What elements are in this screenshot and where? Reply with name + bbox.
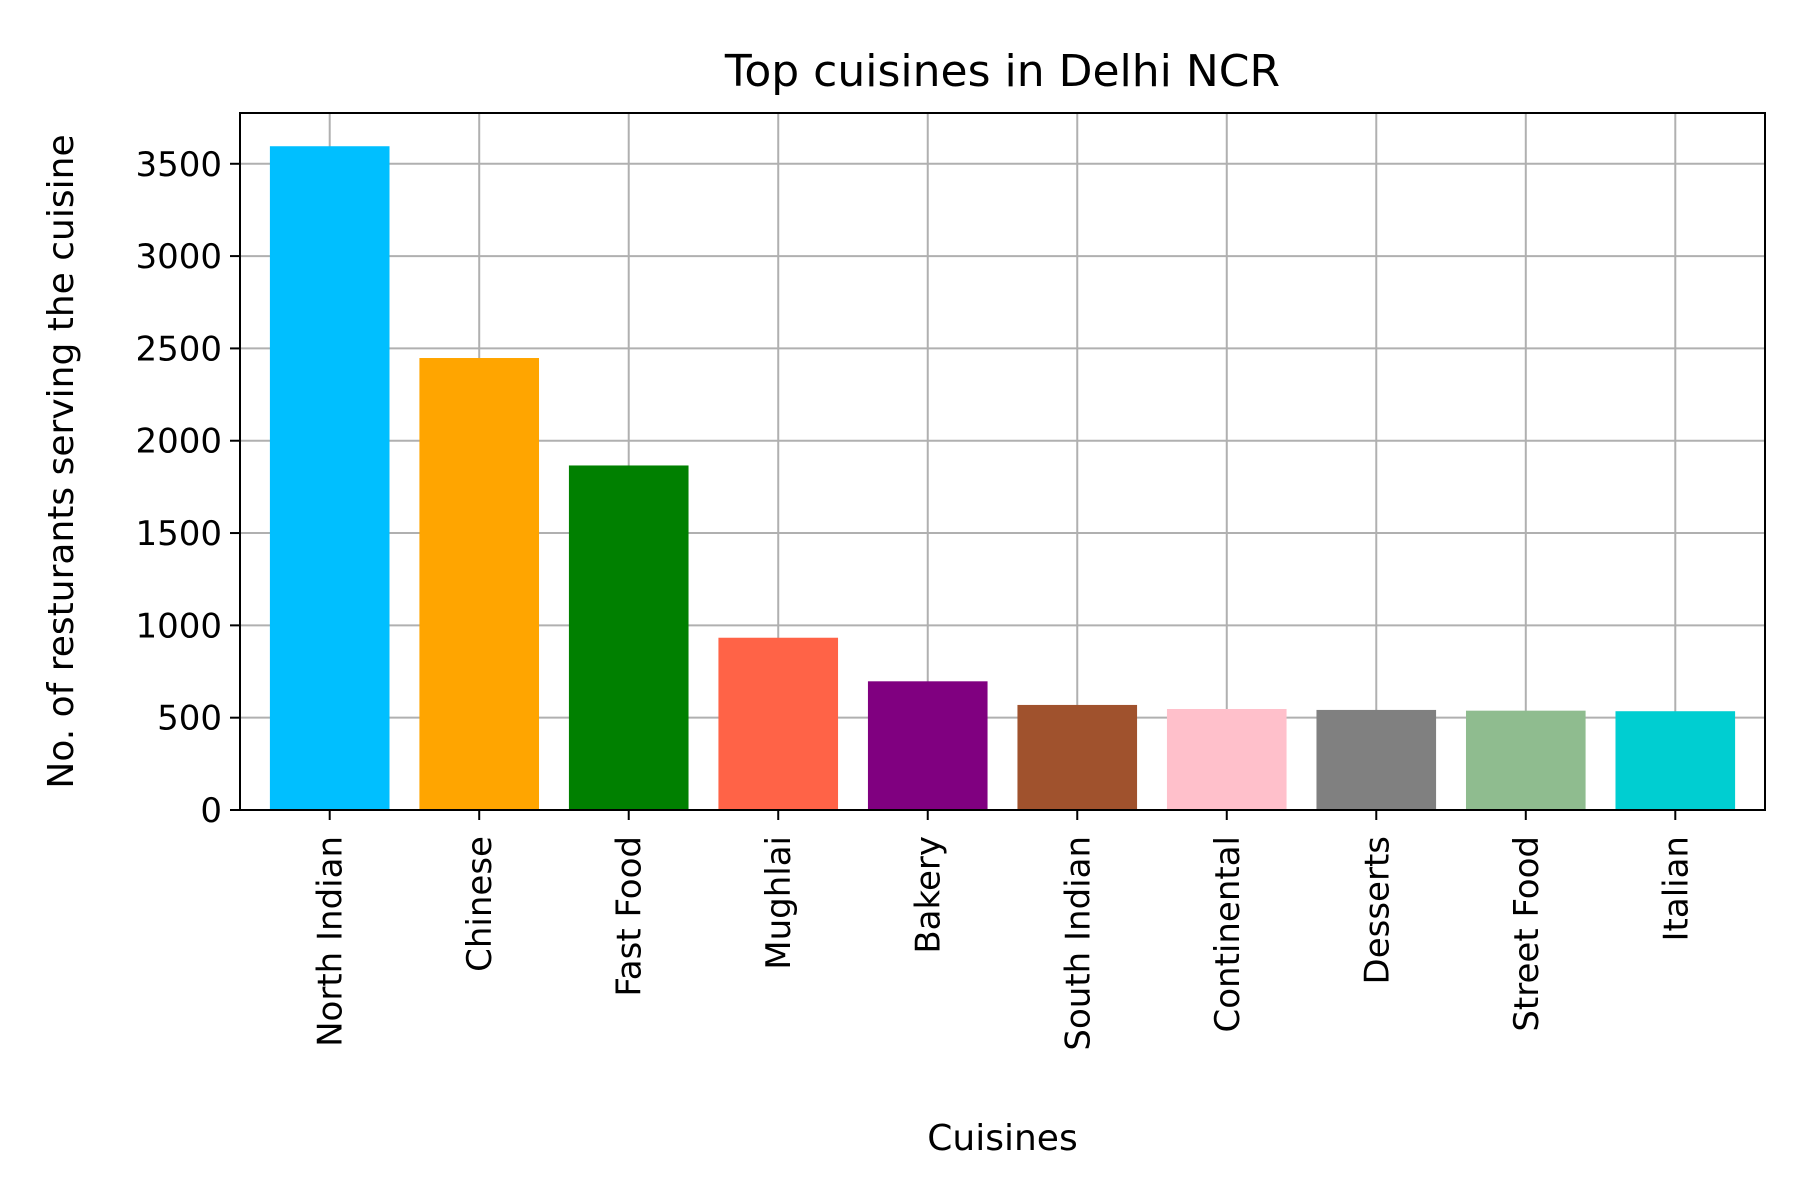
y-tick-label: 3500 (135, 145, 222, 185)
y-tick-label: 1000 (135, 606, 222, 646)
x-tick-label: Desserts (1357, 836, 1397, 984)
x-tick-label: South Indian (1058, 836, 1098, 1051)
x-tick-label: Continental (1208, 836, 1248, 1033)
y-axis: 0 500 1000 1500 2000 2500 3000 3500 (135, 145, 240, 831)
bar-italian (1615, 711, 1736, 810)
x-axis: North Indian Chinese Fast Food Mughlai Baker… (311, 810, 1696, 1051)
x-tick-label: Fast Food (610, 836, 650, 997)
y-tick-label: 2500 (135, 329, 222, 369)
x-tick-label: Bakery (909, 836, 949, 954)
bars-group (269, 146, 1736, 810)
y-tick-label: 0 (200, 791, 222, 831)
bar-north-indian (269, 146, 390, 810)
y-axis-title: No. of resturants serving the cuisine (41, 134, 82, 788)
x-axis-title: Cuisines (927, 1118, 1077, 1159)
x-tick-label: Street Food (1507, 836, 1547, 1032)
x-tick-label: North Indian (311, 836, 351, 1047)
bar-chinese (419, 358, 540, 810)
bar-bakery (867, 681, 988, 810)
y-tick-label: 2000 (135, 422, 222, 462)
bar-desserts (1316, 709, 1437, 810)
chart-title: Top cuisines in Delhi NCR (724, 46, 1280, 97)
x-tick-label: Mughlai (759, 836, 799, 970)
bar-street-food (1465, 710, 1586, 810)
y-tick-label: 3000 (135, 237, 222, 277)
bar-continental (1166, 709, 1287, 810)
bar-mughlai (718, 637, 839, 810)
x-tick-label: Chinese (460, 836, 500, 972)
x-tick-label: Italian (1656, 836, 1696, 941)
plot-area-frame (239, 112, 1766, 811)
bar-south-indian (1017, 704, 1138, 810)
y-tick-label: 1500 (135, 514, 222, 554)
y-tick-label: 500 (157, 699, 222, 739)
bar-fast-food (568, 465, 689, 810)
